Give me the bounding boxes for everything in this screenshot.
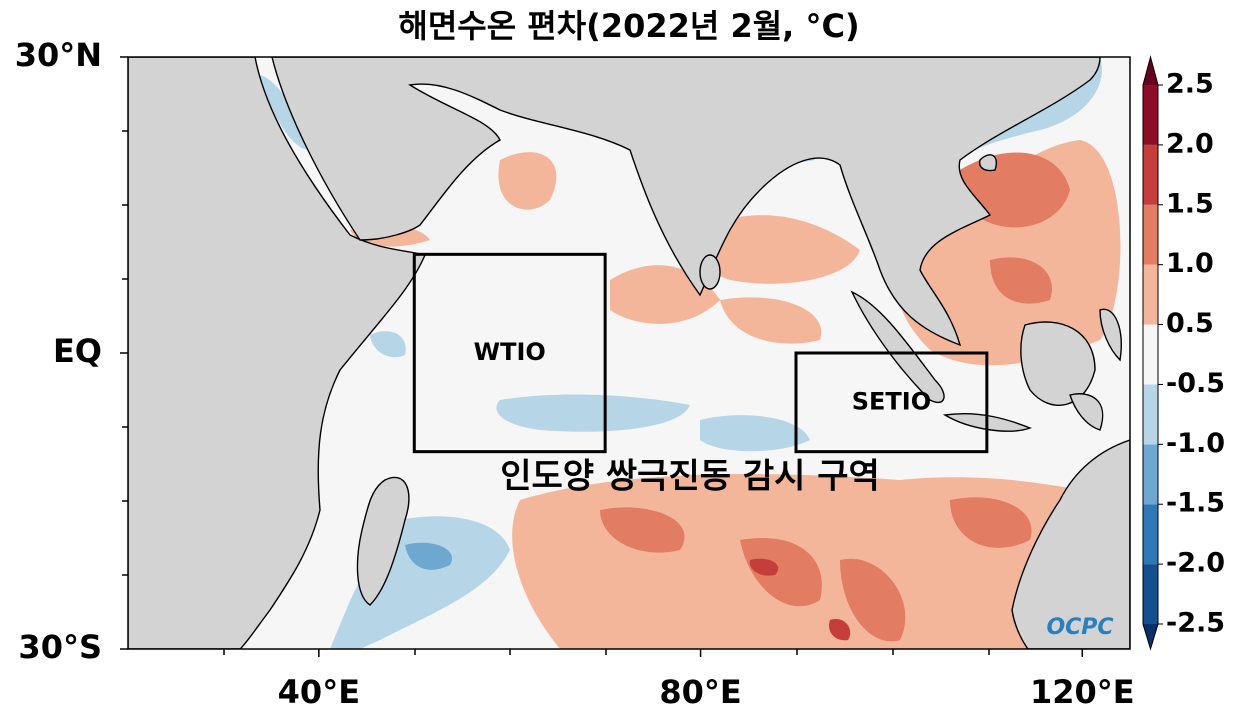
colorbar-bin (1143, 504, 1158, 565)
colorbar-label: -1.5 (1166, 488, 1225, 519)
region-box (794, 351, 989, 454)
region-label: WTIO (474, 338, 546, 366)
colorbar-under (1143, 624, 1158, 649)
colorbar-bin (1143, 85, 1158, 145)
axes: 40°E 80°E 120°E 30°S EQ 30°N (15, 36, 1135, 711)
colorbar-label: -2.0 (1166, 548, 1225, 579)
regions: WTIO SETIO (412, 252, 989, 454)
map-title: 해면수온 편차(2022년 2월, °C) (398, 7, 859, 45)
annotation: 인도양 쌍극진동 감시 구역 (500, 457, 880, 497)
colorbar-label: 2.0 (1166, 128, 1214, 159)
region-box (412, 252, 607, 454)
colorbar-label: 1.5 (1166, 188, 1214, 219)
logo: OCPC (1046, 615, 1113, 640)
colorbar-bin (1143, 204, 1158, 265)
x-tick-label: 80°E (659, 673, 741, 711)
map-area: WTIO SETIO (128, 57, 1130, 649)
y-tick-label: 30°S (18, 628, 102, 666)
x-tick-label: 120°E (1030, 673, 1135, 711)
minor-ticks (122, 130, 990, 655)
colorbar-label: 1.0 (1166, 248, 1214, 279)
land (128, 57, 1130, 649)
region-label: SETIO (852, 387, 931, 415)
colorbar-bin (1143, 564, 1158, 624)
colorbar: -2.5 -2.0 -1.5 -1.0 -0.5 0.5 1.0 1.5 2.0 2.5 (1142, 55, 1225, 651)
colorbar-bin (1143, 144, 1158, 205)
y-tick-label: 30°N (15, 36, 102, 74)
colorbar-label: 2.5 (1166, 69, 1214, 100)
y-tick-label: EQ (53, 332, 102, 370)
colorbar-label: -1.0 (1166, 428, 1225, 459)
anomaly-patches (260, 57, 1130, 649)
colorbar-label: -0.5 (1166, 368, 1225, 399)
colorbar-bin (1143, 444, 1158, 505)
colorbar-bin (1143, 264, 1158, 325)
colorbar-label: 0.5 (1166, 308, 1214, 339)
colorbar-bin (1143, 384, 1158, 445)
colorbar-label: -2.5 (1166, 608, 1225, 639)
colorbar-over (1143, 57, 1158, 85)
x-tick-label: 40°E (278, 673, 360, 711)
colorbar-bin (1143, 324, 1158, 385)
